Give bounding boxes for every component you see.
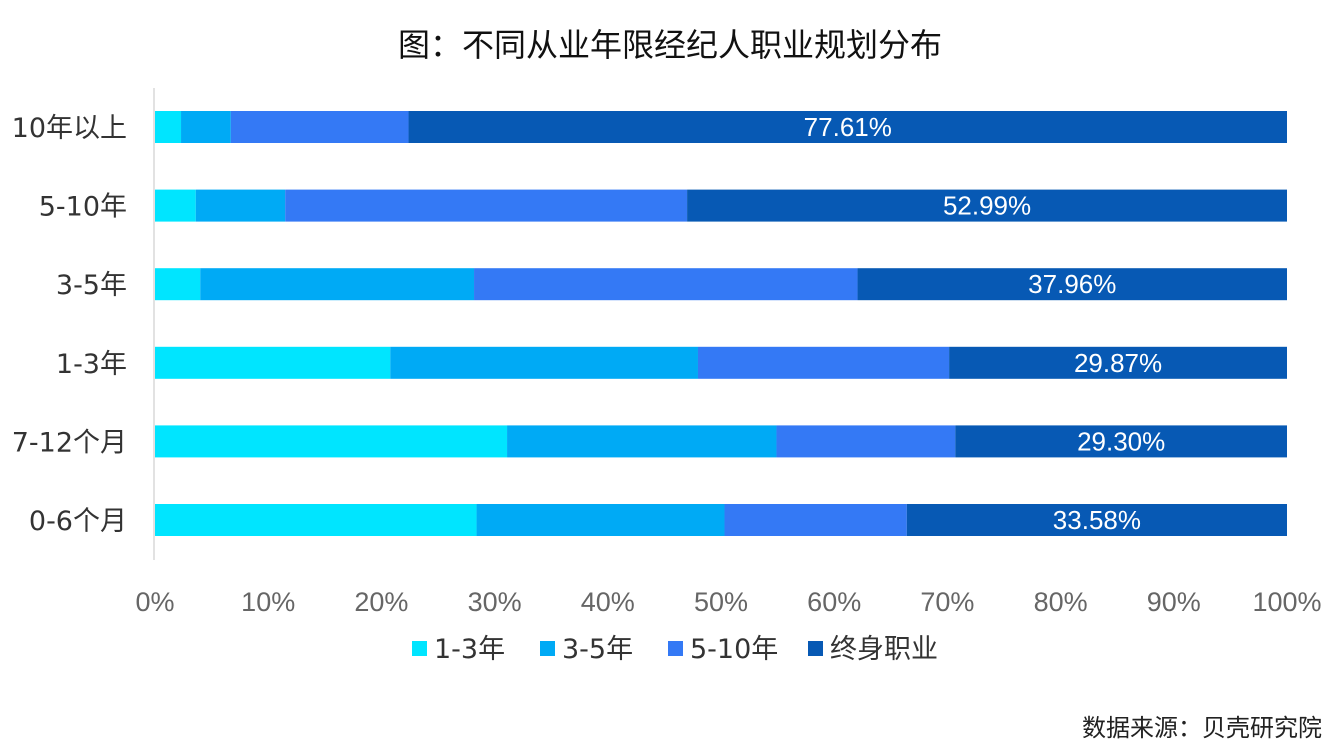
bar-segment (155, 268, 201, 301)
legend-swatch (808, 641, 823, 656)
x-tick-label: 0% (135, 587, 174, 617)
bar-segment (857, 268, 1287, 301)
x-tick-label: 70% (920, 587, 974, 617)
x-tick-label: 50% (694, 587, 748, 617)
legend-swatch (668, 641, 683, 656)
legend-swatch (540, 641, 555, 656)
bar-segment (155, 189, 196, 222)
x-tick-label: 90% (1147, 587, 1201, 617)
x-tick-label: 80% (1034, 587, 1088, 617)
bar-segment (200, 268, 475, 301)
x-tick-label: 10% (241, 587, 295, 617)
bar-segment (776, 425, 956, 458)
bar-segment (906, 504, 1287, 536)
bar-segment (195, 189, 286, 222)
bar-segment (507, 425, 777, 458)
data-label: 29.87% (1074, 348, 1162, 378)
bar-segment (285, 189, 688, 222)
bar-segment (230, 111, 409, 143)
category-label: 10年以上 (12, 113, 127, 144)
bar-segment (390, 346, 698, 379)
category-label: 0-6个月 (29, 506, 127, 537)
bar-segment (408, 111, 1287, 143)
x-tick-label: 40% (581, 587, 635, 617)
legend-label: 3-5年 (562, 634, 633, 665)
bar-segment (155, 111, 182, 143)
legend-label: 终身职业 (830, 634, 938, 665)
legend: 1-3年 3-5年 5-10年 终身职业 (412, 634, 938, 665)
data-label: 33.58% (1053, 505, 1141, 535)
bar-segment (181, 111, 231, 143)
bar-segment (155, 425, 508, 458)
category-label: 7-12个月 (12, 427, 127, 458)
chart-title: 图：不同从业年限经纪人职业规划分布 (398, 26, 942, 64)
category-label: 1-3年 (56, 349, 127, 380)
x-tick-label: 100% (1252, 587, 1321, 617)
x-tick-label: 20% (354, 587, 408, 617)
x-tick-label: 30% (468, 587, 522, 617)
bar-segment (155, 504, 477, 536)
category-label: 3-5年 (56, 270, 127, 301)
x-tick-labels: 0% 10% 20% 30% 40% 50% 60% 70% 80% 90% 100% (135, 587, 1321, 617)
bar-segment (724, 504, 907, 536)
bar-segment (476, 504, 725, 536)
category-label: 5-10年 (39, 192, 127, 223)
data-label: 29.30% (1077, 426, 1165, 456)
bar-segment (155, 346, 391, 379)
bar-segment (697, 346, 950, 379)
bar-segment (949, 346, 1287, 379)
data-label: 52.99% (943, 191, 1031, 221)
source-note: 数据来源：贝壳研究院 (1082, 714, 1322, 742)
legend-label: 1-3年 (434, 634, 505, 665)
bar-segment (474, 268, 858, 301)
data-labels: 77.61% 52.99% 37.96% 29.87% 29.30% 33.58% (804, 112, 1166, 535)
data-label: 37.96% (1028, 269, 1116, 299)
x-tick-label: 60% (807, 587, 861, 617)
bar-segment (687, 189, 1287, 222)
data-label: 77.61% (804, 112, 892, 142)
legend-label: 5-10年 (690, 634, 778, 665)
legend-swatch (412, 641, 427, 656)
category-labels: 10年以上 5-10年 3-5年 1-3年 7-12个月 0-6个月 (12, 113, 127, 537)
bars (155, 111, 1287, 536)
bar-segment (955, 425, 1287, 458)
